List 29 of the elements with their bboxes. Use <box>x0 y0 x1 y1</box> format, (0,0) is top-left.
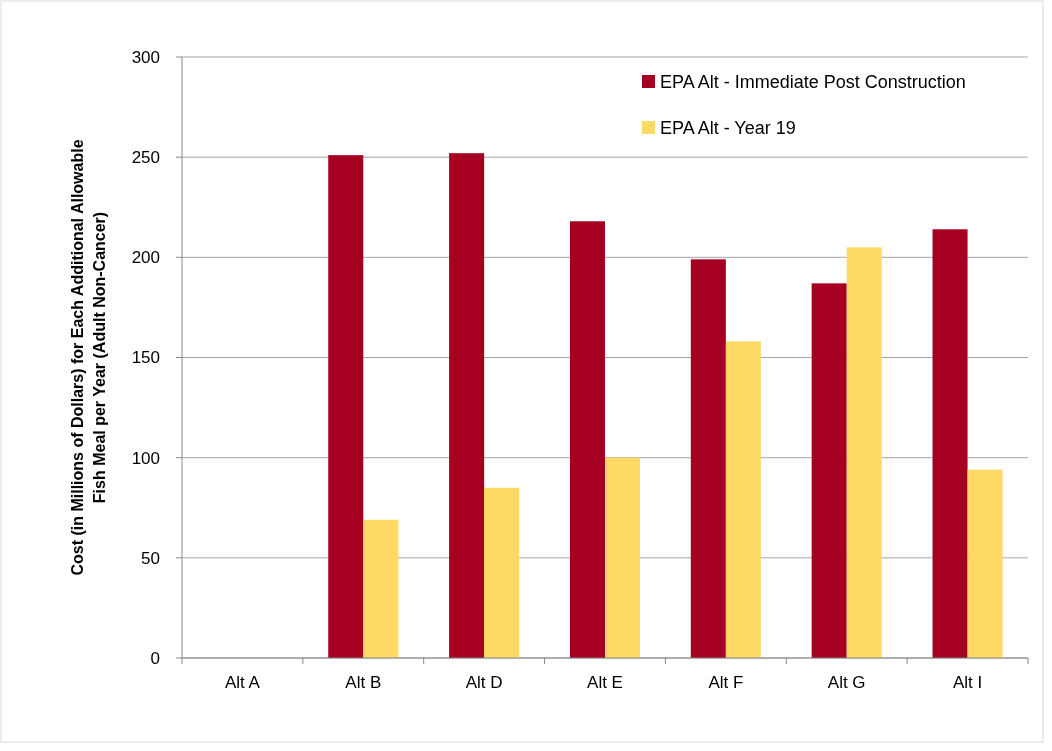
x-tick-label: Alt E <box>587 673 623 692</box>
x-tick-label: Alt I <box>952 673 983 692</box>
legend-label: EPA Alt - Year 19 <box>660 118 796 139</box>
x-tick-label: Alt F <box>708 673 744 692</box>
bar <box>846 247 882 658</box>
bar <box>811 283 847 658</box>
bar <box>605 457 641 658</box>
y-tick-label: 300 <box>131 47 160 67</box>
x-tick-label: Alt G <box>827 673 866 692</box>
bar <box>690 259 726 658</box>
x-tick-label: Alt D <box>465 673 503 692</box>
y-tick-label: 200 <box>131 248 160 268</box>
bar <box>484 487 520 658</box>
x-tick-label: Alt A <box>224 673 261 692</box>
bar <box>725 341 761 658</box>
x-tick-label: Alt B <box>345 673 382 692</box>
y-tick-label: 150 <box>131 348 160 368</box>
bar <box>363 519 399 658</box>
y-tick-label: 100 <box>131 448 160 468</box>
bar <box>569 221 605 658</box>
y-tick-label: 50 <box>141 548 160 568</box>
y-tick-label: 0 <box>150 648 160 668</box>
bar <box>932 229 968 658</box>
legend-label: EPA Alt - Immediate Post Construction <box>660 72 966 93</box>
y-tick-label: 250 <box>131 148 160 168</box>
y-axis-title: Cost (in Millions of Dollars) for Each Additional Allowable Fish Meal per Year (Adult Non-Cancer) <box>69 139 108 576</box>
bar <box>328 155 364 658</box>
bar <box>967 469 1003 658</box>
bar <box>449 153 485 658</box>
